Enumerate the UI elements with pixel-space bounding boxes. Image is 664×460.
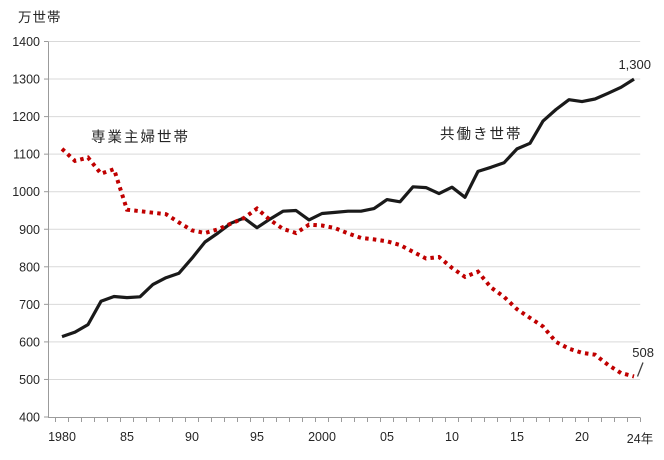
end-label-leader	[636, 362, 644, 377]
series-line-dual-income	[61, 77, 635, 339]
y-tick-label: 500	[19, 373, 40, 387]
y-tick-label: 1000	[12, 185, 40, 199]
x-tick-label: 05	[380, 430, 394, 444]
series-label-housewife: 専業主婦世帯	[91, 130, 190, 146]
x-tick-label: 20	[575, 430, 589, 444]
end-value-dual-income: 1,300	[618, 57, 651, 72]
y-axis-unit-label: 万世帯	[18, 10, 62, 25]
y-tick-label: 400	[19, 411, 40, 425]
y-tick-label: 1100	[13, 148, 40, 162]
x-tick-label: 1980	[48, 430, 76, 444]
y-tick-label: 900	[19, 223, 40, 237]
y-tick-label: 800	[19, 260, 40, 274]
y-tick-label: 1400	[12, 35, 40, 49]
end-value-housewife: 508	[632, 345, 654, 360]
x-tick-label: 90	[185, 430, 199, 444]
x-tick-label: 95	[250, 430, 264, 444]
y-tick-label: 1300	[12, 73, 40, 87]
y-tick-label: 700	[19, 298, 40, 312]
x-tick-label: 15	[510, 430, 524, 444]
x-tick-label: 10	[445, 430, 459, 444]
y-tick-label: 600	[19, 335, 40, 349]
series-label-dual-income: 共働き世帯	[440, 127, 523, 143]
x-tick-label: 2000	[308, 430, 336, 444]
x-tick-label: 24年	[627, 432, 653, 446]
y-tick-label: 1200	[12, 110, 40, 124]
x-tick-label: 85	[120, 430, 134, 444]
series-line-housewife	[60, 147, 635, 379]
